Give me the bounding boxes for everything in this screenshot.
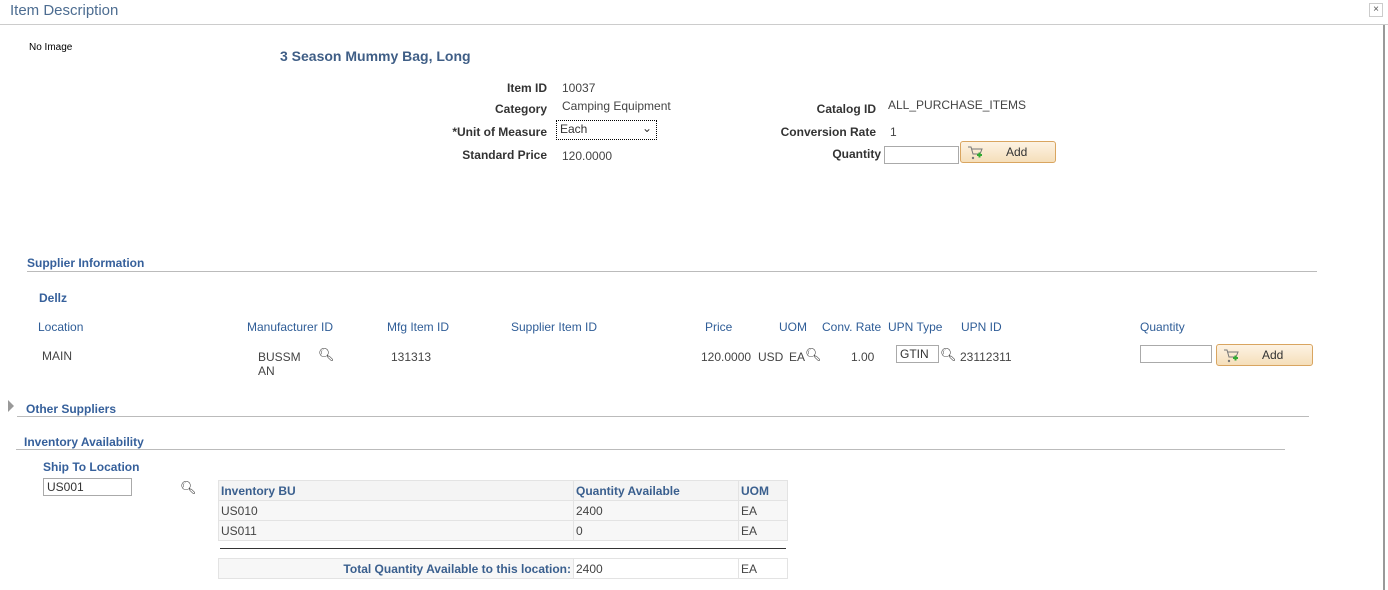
supplier-information-heading: Supplier Information bbox=[27, 256, 145, 270]
col-upn-type: UPN Type bbox=[888, 320, 943, 334]
add-button-label: Add bbox=[1006, 145, 1028, 159]
col-upn-id: UPN ID bbox=[961, 320, 1002, 334]
table-header-row: Inventory BU Quantity Available UOM bbox=[218, 480, 788, 501]
quantity-available: 0 bbox=[573, 520, 739, 541]
add-button-label: Add bbox=[1262, 348, 1284, 362]
category-value: Camping Equipment bbox=[562, 99, 671, 113]
col-mfg-item-id: Mfg Item ID bbox=[387, 320, 450, 334]
uom: EA bbox=[738, 500, 788, 521]
expand-triangle-icon[interactable] bbox=[8, 400, 14, 412]
cart-add-icon bbox=[968, 146, 983, 160]
catalog-id-value: ALL_PURCHASE_ITEMS bbox=[888, 98, 1027, 112]
manufacturer-id: BUSSM bbox=[258, 350, 301, 364]
inventory-table: Inventory BU Quantity Available UOM US01… bbox=[218, 480, 788, 541]
table-row: US010 2400 EA bbox=[218, 500, 788, 521]
search-icon[interactable]: 🔍︎ bbox=[940, 347, 957, 362]
quantity-label: Quantity bbox=[832, 147, 881, 161]
standard-price-value: 120.0000 bbox=[562, 149, 613, 163]
col-uom: UOM bbox=[779, 320, 807, 334]
search-icon[interactable]: 🔍︎ bbox=[805, 347, 822, 362]
total-label: Total Quantity Available to this locatio… bbox=[218, 558, 574, 579]
inventory-bu: US010 bbox=[218, 500, 574, 521]
supplier-price: 120.0000 bbox=[701, 350, 752, 364]
window-title: Item Description bbox=[10, 2, 119, 19]
supplier-uom: EA bbox=[789, 350, 806, 364]
conversion-rate-label: Conversion Rate bbox=[780, 125, 876, 139]
inventory-availability-heading: Inventory Availability bbox=[24, 435, 144, 449]
divider bbox=[17, 416, 1309, 417]
total-divider bbox=[220, 548, 786, 549]
col-manufacturer-id: Manufacturer ID bbox=[247, 320, 334, 334]
no-image-placeholder: No Image bbox=[29, 42, 73, 53]
divider bbox=[16, 449, 1285, 450]
supplier-name: Dellz bbox=[39, 291, 68, 305]
standard-price-label: Standard Price bbox=[462, 148, 547, 162]
col-supplier-item-id: Supplier Item ID bbox=[511, 320, 598, 334]
upn-type-input[interactable]: GTIN bbox=[896, 345, 939, 363]
supplier-quantity-input[interactable] bbox=[1140, 345, 1212, 363]
total-row: Total Quantity Available to this locatio… bbox=[218, 558, 788, 579]
item-id-label: Item ID bbox=[506, 81, 547, 95]
supplier-conv-rate: 1.00 bbox=[851, 350, 875, 364]
quantity-available: 2400 bbox=[573, 500, 739, 521]
search-icon[interactable]: 🔍︎ bbox=[318, 347, 335, 362]
uom-select[interactable]: Each ⌄ bbox=[556, 120, 657, 140]
item-id-value: 10037 bbox=[562, 81, 596, 95]
cart-add-icon bbox=[1224, 349, 1239, 363]
total-quantity: 2400 bbox=[573, 558, 739, 579]
total-uom: EA bbox=[738, 558, 788, 579]
col-location: Location bbox=[38, 320, 84, 334]
col-quantity: Quantity bbox=[1140, 320, 1185, 334]
upn-id: 23112311 bbox=[960, 350, 1012, 364]
col-quantity-available: Quantity Available bbox=[573, 480, 739, 501]
supplier-location: MAIN bbox=[42, 349, 72, 363]
other-suppliers-heading[interactable]: Other Suppliers bbox=[26, 402, 117, 416]
mfg-item-id: 131313 bbox=[391, 350, 432, 364]
category-label: Category bbox=[494, 102, 547, 116]
table-row: US011 0 EA bbox=[218, 520, 788, 541]
supplier-currency: USD bbox=[758, 350, 784, 364]
col-inventory-bu: Inventory BU bbox=[218, 480, 574, 501]
item-name: 3 Season Mummy Bag, Long bbox=[280, 48, 471, 64]
ship-to-location-label: Ship To Location bbox=[43, 460, 140, 474]
header-divider bbox=[0, 24, 1388, 25]
chevron-down-icon: ⌄ bbox=[641, 121, 652, 135]
add-to-cart-button[interactable]: Add bbox=[960, 141, 1056, 163]
quantity-input[interactable] bbox=[884, 146, 959, 164]
col-price: Price bbox=[705, 320, 733, 334]
col-conv-rate: Conv. Rate bbox=[822, 320, 882, 334]
uom-label: *Unit of Measure bbox=[452, 125, 547, 139]
ship-to-location-input[interactable]: US001 bbox=[43, 478, 132, 496]
manufacturer-id-wrap: AN bbox=[258, 364, 275, 378]
search-icon[interactable]: 🔍︎ bbox=[180, 480, 197, 495]
divider bbox=[27, 271, 1317, 272]
close-button[interactable]: × bbox=[1369, 3, 1383, 17]
catalog-id-label: Catalog ID bbox=[816, 102, 876, 116]
inventory-bu: US011 bbox=[218, 520, 574, 541]
supplier-add-button[interactable]: Add bbox=[1216, 344, 1313, 366]
uom-selected: Each bbox=[560, 122, 588, 136]
conversion-rate-value: 1 bbox=[890, 125, 897, 139]
scrollbar[interactable] bbox=[1383, 25, 1385, 590]
uom: EA bbox=[738, 520, 788, 541]
col-uom: UOM bbox=[738, 480, 788, 501]
